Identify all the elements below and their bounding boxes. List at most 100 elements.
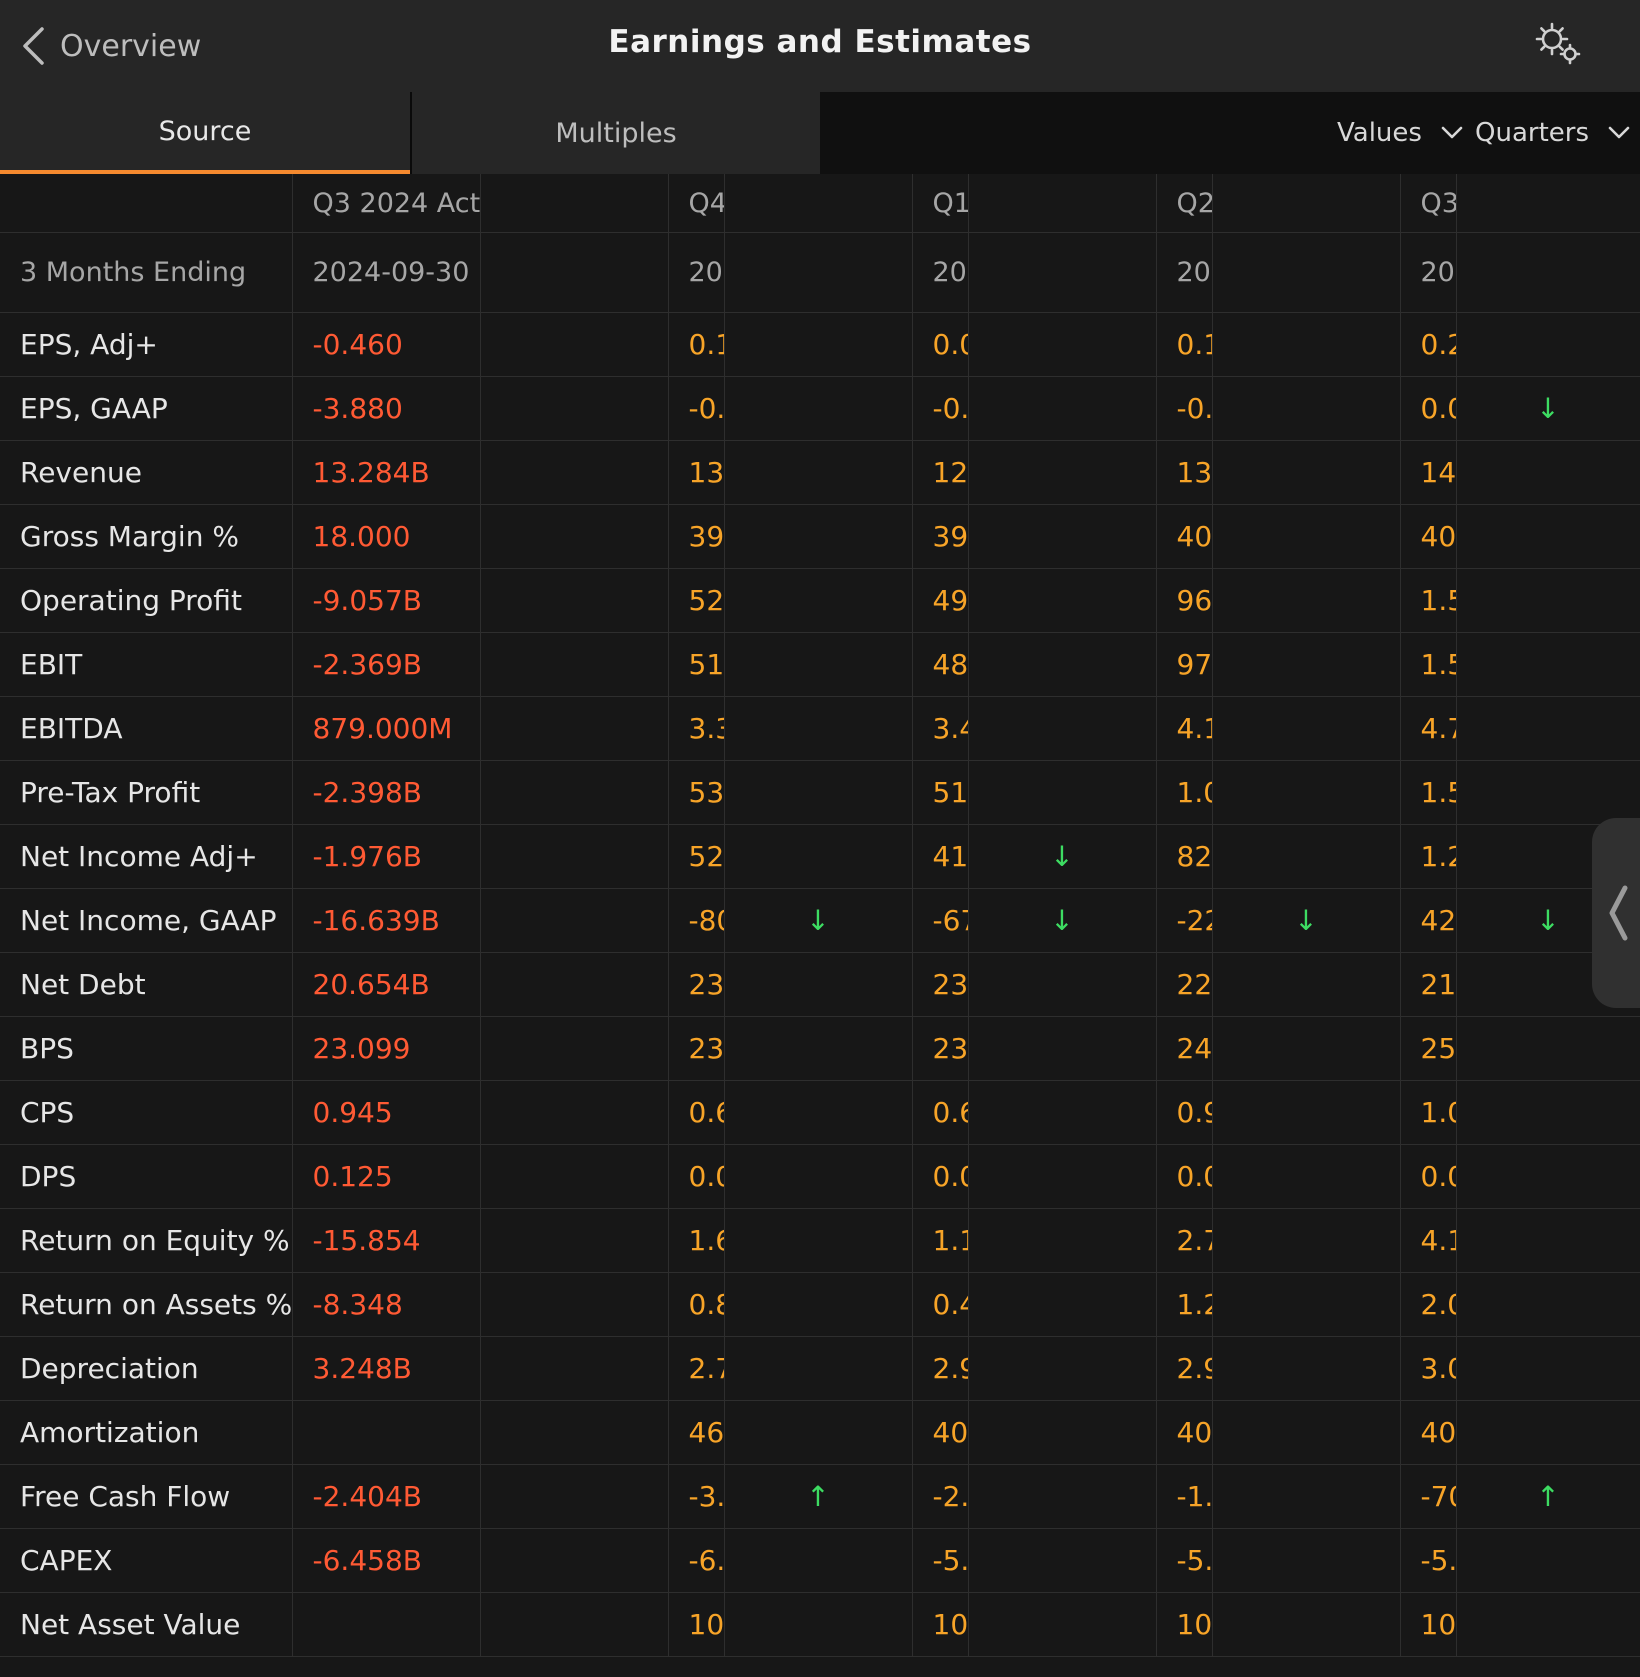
row-label[interactable]: CPS (0, 1080, 292, 1145)
row-label[interactable]: Net Income Adj+ (0, 824, 292, 889)
table-row[interactable]: Net Income Adj+-1.976B 525.636M 413.337M↓8… (0, 824, 1640, 889)
column-header[interactable]: Q4 2024 Est (667, 174, 724, 233)
arrow-cell (1211, 1080, 1400, 1145)
arrow-cell (723, 440, 912, 505)
value-cell: 14.378B (1399, 440, 1456, 505)
row-label[interactable]: Return on Assets % (0, 1272, 292, 1337)
row-label[interactable]: Net Income, GAAP (0, 888, 292, 953)
top-bar: Overview Earnings and Estimates (0, 0, 1640, 92)
table-row[interactable]: Free Cash Flow-2.404B-3.563B↑-2.369B-1.4… (0, 1464, 1640, 1529)
row-label[interactable]: EBITDA (0, 696, 292, 761)
quarters-dropdown[interactable]: Quarters (1475, 112, 1631, 154)
value-cell: 0.076 (911, 1144, 968, 1209)
arrow-cell (1211, 696, 1400, 761)
value-cell: 3.441B (911, 696, 968, 761)
tab-source[interactable]: Source (0, 92, 410, 174)
arrow-cell (967, 760, 1156, 825)
arrow-cell (723, 1080, 912, 1145)
table-row[interactable]: Pre-Tax Profit-2.398B 537.560M 514.182M 1.0… (0, 760, 1640, 825)
arrow-down-icon: ↓ (967, 824, 1156, 889)
row-label[interactable]: Return on Equity % (0, 1208, 292, 1273)
arrow-cell (1455, 504, 1640, 569)
arrow-cell (479, 1592, 668, 1657)
value-cell: 1.260B (1399, 824, 1456, 889)
value-cell: 514.182M (911, 760, 968, 825)
table-row[interactable]: EBIT-2.369B 511.067M 487.407M 978.679M 1.530… (0, 632, 1640, 697)
arrow-cell (1455, 440, 1640, 505)
row-label[interactable]: Gross Margin % (0, 504, 292, 569)
arrow-cell (1455, 760, 1640, 825)
column-header[interactable]: Q3 2024 Act (291, 174, 480, 233)
arrow-cell (1455, 1208, 1640, 1273)
table-row[interactable]: CAPEX-6.458B -6.848B -5.250B -5.218B -5.266B… (0, 1528, 1640, 1593)
value-cell: 2.912B (911, 1336, 968, 1401)
tab-multiples[interactable]: Multiples (412, 92, 820, 174)
column-header[interactable]: Q1 2025 Est (911, 174, 968, 233)
row-label[interactable]: EBIT (0, 632, 292, 697)
gears-icon[interactable] (1532, 20, 1584, 66)
value-cell: 0.615 (667, 1080, 724, 1145)
value-cell: 2.798B (667, 1336, 724, 1401)
arrow-cell (479, 824, 668, 889)
quarters-dropdown-label: Quarters (1475, 118, 1589, 148)
value-cell: 40.921M (911, 1400, 968, 1465)
row-label[interactable]: DPS (0, 1144, 292, 1209)
arrow-cell (967, 1080, 1156, 1145)
table-row[interactable]: Net Income, GAAP-16.639B-802.261M↓-678.0… (0, 888, 1640, 953)
value-cell: -0.149 (667, 376, 724, 441)
row-label[interactable]: CAPEX (0, 1528, 292, 1593)
arrow-cell (723, 1272, 912, 1337)
tab-bar: Source Multiples Values Quarters (0, 92, 1640, 174)
row-label[interactable]: Pre-Tax Profit (0, 760, 292, 825)
arrow-cell (479, 1464, 668, 1529)
side-panel-handle[interactable] (1592, 818, 1640, 1008)
table-row[interactable]: Gross Margin %18.000 39.493 39.289 40.284 40… (0, 504, 1640, 569)
value-cell: 0.083 (1399, 376, 1456, 441)
row-label[interactable]: Amortization (0, 1400, 292, 1465)
row-label[interactable]: Net Asset Value (0, 1592, 292, 1657)
period-end-date: 2024-12-31 (667, 232, 724, 313)
column-header[interactable]: Q3 2025 Est (1399, 174, 1456, 233)
arrow-cell (1211, 1400, 1400, 1465)
arrow-cell (1455, 568, 1640, 633)
column-header-row: Q3 2024 Act Q4 2024 Est Q1 2025 Est Q2 2025… (0, 174, 1640, 233)
back-button[interactable]: Overview (20, 24, 201, 68)
row-label[interactable]: Free Cash Flow (0, 1464, 292, 1529)
row-label[interactable]: EPS, Adj+ (0, 312, 292, 377)
table-row[interactable]: EBITDA879.000M3.322B3.441B4.104B4.799B5.… (0, 696, 1640, 761)
value-cell: 2.737 (1155, 1208, 1212, 1273)
table-row[interactable]: Operating Profit-9.057B 526.188M 499.429M 9… (0, 568, 1640, 633)
row-label[interactable]: Net Debt (0, 952, 292, 1017)
arrow-cell (723, 1400, 912, 1465)
row-label: 3 Months Ending (0, 232, 292, 313)
row-label[interactable]: BPS (0, 1016, 292, 1081)
arrow-cell (723, 376, 912, 441)
row-label[interactable]: Depreciation (0, 1336, 292, 1401)
arrow-cell (1211, 952, 1400, 1017)
row-label[interactable]: EPS, GAAP (0, 376, 292, 441)
arrow-cell (1211, 824, 1400, 889)
table-row[interactable]: EPS, GAAP-3.880-0.149-0.135-0.0330.083↓0… (0, 376, 1640, 441)
table-row[interactable]: Amortization 46.057M 40.921M 40.525M 40.136M… (0, 1400, 1640, 1465)
row-label[interactable]: Operating Profit (0, 568, 292, 633)
value-cell: 0.089 (911, 312, 968, 377)
values-dropdown[interactable]: Values (1337, 112, 1464, 154)
table-row[interactable]: Return on Equity %-15.854 1.612 1.127 2.737… (0, 1208, 1640, 1273)
row-label[interactable]: Revenue (0, 440, 292, 505)
period-end-date: 2025-03-31 (911, 232, 968, 313)
column-header[interactable]: Q2 2025 Est (1155, 174, 1212, 233)
table-row[interactable]: Return on Assets %-8.348 0.806 0.489 1.273 2… (0, 1272, 1640, 1337)
value-cell: 0.945 (291, 1080, 480, 1145)
arrow-cell (479, 952, 668, 1017)
chevron-left-icon (23, 27, 44, 65)
chevron-down-icon (1441, 126, 1463, 139)
arrow-cell (723, 1016, 912, 1081)
